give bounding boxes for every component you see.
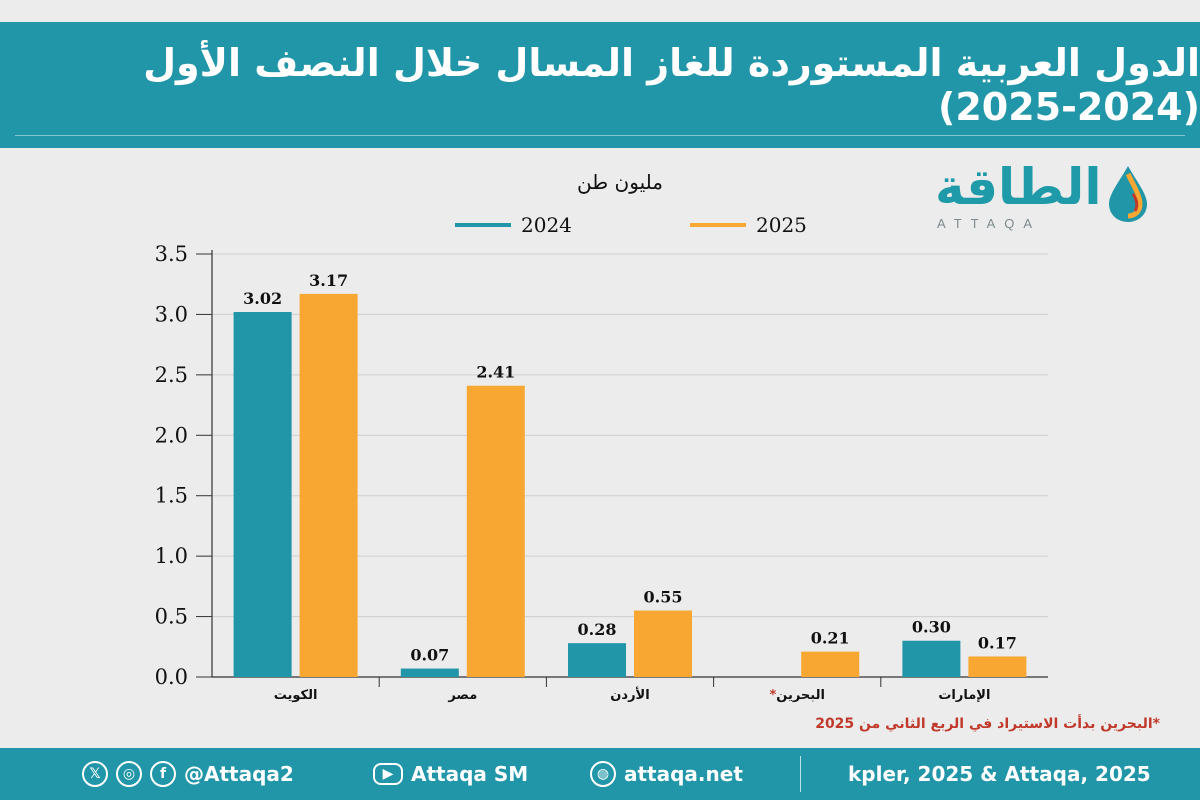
bar-2024 <box>902 640 961 677</box>
data-label: 0.30 <box>912 618 951 637</box>
footer-divider <box>800 756 801 792</box>
x-icon[interactable]: 𝕏 <box>82 761 108 787</box>
bar-2024 <box>233 312 292 677</box>
source-text: kpler, 2025 & Attaqa, 2025 <box>848 762 1151 786</box>
y-tick-label: 3.0 <box>155 302 188 326</box>
legend-label-2025: 2025 <box>756 213 807 237</box>
y-tick-label: 2.5 <box>155 363 188 387</box>
chart-title: الدول العربية المستوردة للغاز المسال خلا… <box>143 41 1200 129</box>
social-group: 𝕏 ◎ f @Attaqa2 <box>82 748 294 800</box>
legend-swatch-2024 <box>455 223 511 227</box>
instagram-icon[interactable]: ◎ <box>116 761 142 787</box>
y-tick-label: 0.5 <box>155 605 188 629</box>
top-strip <box>0 0 1200 22</box>
globe-icon[interactable]: ◍ <box>590 761 616 787</box>
y-tick-label: 1.0 <box>155 544 188 568</box>
social-handle[interactable]: @Attaqa2 <box>184 762 294 786</box>
y-tick-label: 0.0 <box>155 665 188 689</box>
y-tick-label: 1.5 <box>155 484 188 508</box>
youtube-group: ▶ Attaqa SM <box>373 748 528 800</box>
attaqa-logo: الطاقة ATTAQA <box>925 158 1185 240</box>
x-tick-label: البحرين* <box>769 688 825 703</box>
data-label: 3.17 <box>309 271 348 290</box>
legend-item-2025: 2025 <box>690 210 807 240</box>
youtube-icon[interactable]: ▶ <box>373 763 403 785</box>
x-tick-label: الإمارات <box>938 688 990 703</box>
logo-latin-text: ATTAQA <box>937 216 1042 231</box>
unit-label: مليون طن <box>577 170 663 194</box>
website-group: ◍ attaqa.net <box>590 748 743 800</box>
data-label: 3.02 <box>243 289 282 308</box>
footnote: *البحرين بدأت الاستيراد في الربع الثاني … <box>815 716 1160 732</box>
header-banner: الدول العربية المستوردة للغاز المسال خلا… <box>0 22 1200 148</box>
data-label: 0.21 <box>811 629 850 648</box>
x-tick-label: الأردن <box>610 686 649 703</box>
bar-2024 <box>400 668 459 677</box>
header-divider <box>15 135 1185 136</box>
bar-2025 <box>801 651 860 677</box>
youtube-channel[interactable]: Attaqa SM <box>411 762 529 786</box>
logo-arabic-text: الطاقة <box>935 158 1102 216</box>
bar-2025 <box>299 293 358 677</box>
logo-drop-icon <box>1109 166 1147 222</box>
x-tick-label: مصر <box>447 688 477 703</box>
bar-chart: 0.0 0.5 1.0 1.5 2.0 2.5 3.0 3.5 الكويت 3.02 3.17 مص… <box>155 242 1048 703</box>
bar-2025 <box>968 656 1027 677</box>
y-tick-label: 3.5 <box>155 242 188 266</box>
data-label: 0.28 <box>578 620 617 639</box>
website-link[interactable]: attaqa.net <box>624 762 743 786</box>
footer-bar: 𝕏 ◎ f @Attaqa2 ▶ Attaqa SM ◍ attaqa.net … <box>0 748 1200 800</box>
data-label: 2.41 <box>476 363 515 382</box>
data-label: 0.07 <box>410 646 449 665</box>
legend-item-2024: 2024 <box>455 210 572 240</box>
bar-2025 <box>466 385 525 677</box>
bar-2024 <box>568 643 626 677</box>
bar-2025 <box>634 610 692 677</box>
legend-swatch-2025 <box>690 223 746 227</box>
legend-label-2024: 2024 <box>521 213 572 237</box>
x-tick-label: الكويت <box>274 688 318 703</box>
facebook-icon[interactable]: f <box>150 761 176 787</box>
data-label: 0.17 <box>978 633 1017 652</box>
y-tick-label: 2.0 <box>155 423 188 447</box>
data-label: 0.55 <box>644 588 683 607</box>
